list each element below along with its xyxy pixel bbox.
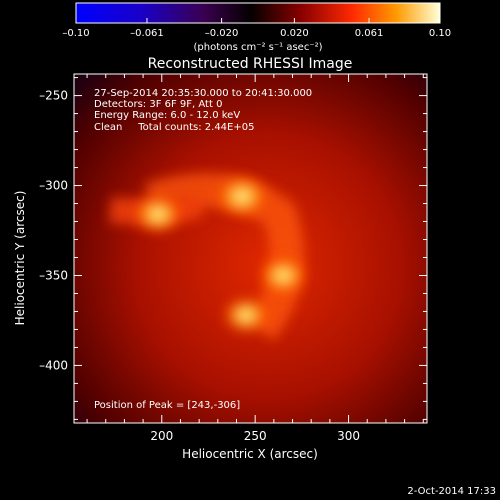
x-tick-label: 300 xyxy=(337,429,360,443)
colorbar-tick-label: 0.061 xyxy=(355,28,384,39)
colorbar-tick-label: –0.061 xyxy=(130,28,164,39)
info-line-clean: Clean Total counts: 2.44E+05 xyxy=(94,122,254,133)
y-axis-tick-labels: –250 –300 –350 –400 xyxy=(39,89,68,373)
info-line-energy: Energy Range: 6.0 - 12.0 keV xyxy=(94,110,240,121)
info-block: 27-Sep-2014 20:35:30.000 to 20:41:30.000… xyxy=(94,88,312,133)
colorbar-tick-label: –0.020 xyxy=(205,28,239,39)
source-blob xyxy=(257,255,309,296)
heatmap-image xyxy=(74,74,427,423)
y-tick-label: –400 xyxy=(39,358,68,372)
y-tick-label: –250 xyxy=(39,89,68,103)
peak-position-label: Position of Peak = [243,-306] xyxy=(94,400,240,411)
info-line-detectors: Detectors: 3F 6F 9F, Att 0 xyxy=(94,99,222,110)
x-axis-ticks xyxy=(86,74,424,423)
source-blob xyxy=(131,193,185,235)
colorbar-unit-label: (photons cm⁻² s⁻¹ asec⁻²) xyxy=(193,42,322,53)
x-tick-label: 200 xyxy=(150,429,173,443)
colorbar-tick-label: 0.10 xyxy=(429,28,451,39)
x-axis-tick-labels: 200 250 300 xyxy=(150,429,360,443)
y-axis-label: Heliocentric Y (arcsec) xyxy=(13,191,27,326)
colorbar-ticks xyxy=(75,18,441,23)
x-axis-label: Heliocentric X (arcsec) xyxy=(182,447,318,461)
y-tick-label: –300 xyxy=(39,179,68,193)
colorbar-tick-labels: –0.10 –0.061 –0.020 0.020 0.061 0.10 xyxy=(62,28,451,39)
colorbar xyxy=(75,2,441,24)
source-blob xyxy=(221,295,271,335)
source-blob xyxy=(214,174,271,219)
footer-timestamp: 2-Oct-2014 17:33 xyxy=(407,486,496,497)
colorbar-tick-label: –0.10 xyxy=(62,28,89,39)
chart-title: Reconstructed RHESSI Image xyxy=(148,56,353,72)
info-line-time: 27-Sep-2014 20:35:30.000 to 20:41:30.000 xyxy=(94,88,312,99)
y-tick-label: –350 xyxy=(39,268,68,282)
plot-frame xyxy=(73,73,428,424)
y-axis-ticks xyxy=(74,77,427,420)
x-tick-label: 250 xyxy=(244,429,267,443)
colorbar-tick-label: 0.020 xyxy=(280,28,309,39)
